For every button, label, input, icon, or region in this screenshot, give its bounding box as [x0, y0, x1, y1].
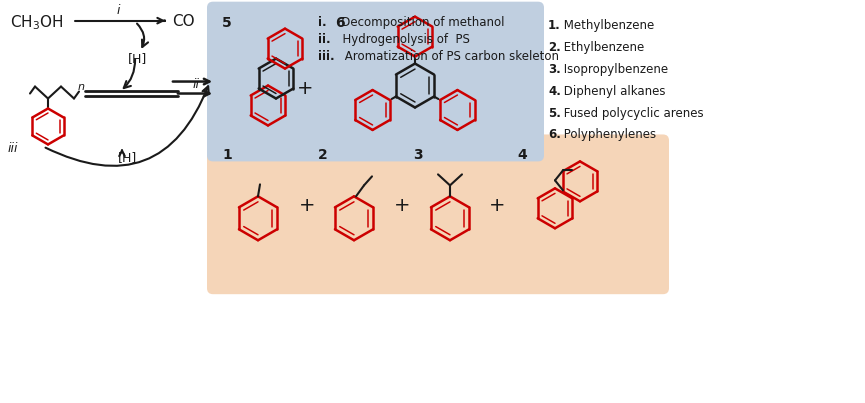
Text: 5.: 5. [548, 106, 561, 120]
Text: [H]: [H] [128, 52, 147, 64]
Text: i.: i. [318, 16, 327, 29]
Text: n: n [78, 81, 85, 91]
Text: +: + [298, 196, 315, 215]
Text: 3.: 3. [548, 62, 561, 76]
Text: 6.: 6. [548, 129, 561, 141]
Text: 5: 5 [222, 16, 232, 30]
Text: +: + [489, 196, 505, 215]
Text: i: i [116, 4, 119, 17]
Text: 1.: 1. [548, 19, 561, 32]
Text: Diphenyl alkanes: Diphenyl alkanes [560, 85, 665, 98]
FancyBboxPatch shape [207, 2, 544, 162]
Text: Fused polycyclic arenes: Fused polycyclic arenes [560, 106, 703, 120]
Text: iii: iii [8, 142, 18, 155]
FancyArrowPatch shape [124, 59, 135, 88]
FancyBboxPatch shape [207, 135, 669, 294]
Text: 6: 6 [335, 16, 344, 30]
Text: [H]: [H] [118, 152, 138, 164]
Text: Aromatization of PS carbon skeleton: Aromatization of PS carbon skeleton [341, 50, 559, 62]
Text: iii.: iii. [318, 50, 335, 62]
Text: Polyphenylenes: Polyphenylenes [560, 129, 656, 141]
FancyArrowPatch shape [137, 24, 148, 47]
Text: CO: CO [172, 14, 195, 29]
Text: ii.: ii. [318, 33, 330, 46]
Text: CH$_3$OH: CH$_3$OH [10, 14, 63, 32]
Text: Hydrogenolysis of  PS: Hydrogenolysis of PS [336, 33, 471, 46]
Text: Ethylbenzene: Ethylbenzene [560, 41, 644, 54]
FancyArrowPatch shape [46, 86, 208, 166]
Text: +: + [297, 79, 313, 98]
Text: Isopropylbenzene: Isopropylbenzene [560, 62, 668, 76]
Text: 4.: 4. [548, 85, 561, 98]
Text: 2: 2 [318, 148, 328, 162]
Text: ii: ii [193, 77, 200, 91]
Text: Methylbenzene: Methylbenzene [560, 19, 654, 32]
Text: 3: 3 [413, 148, 423, 162]
Text: 4: 4 [517, 148, 527, 162]
Text: Decomposition of methanol: Decomposition of methanol [330, 16, 504, 29]
Text: +: + [394, 196, 410, 215]
Text: 1: 1 [222, 148, 232, 162]
Text: 2.: 2. [548, 41, 561, 54]
